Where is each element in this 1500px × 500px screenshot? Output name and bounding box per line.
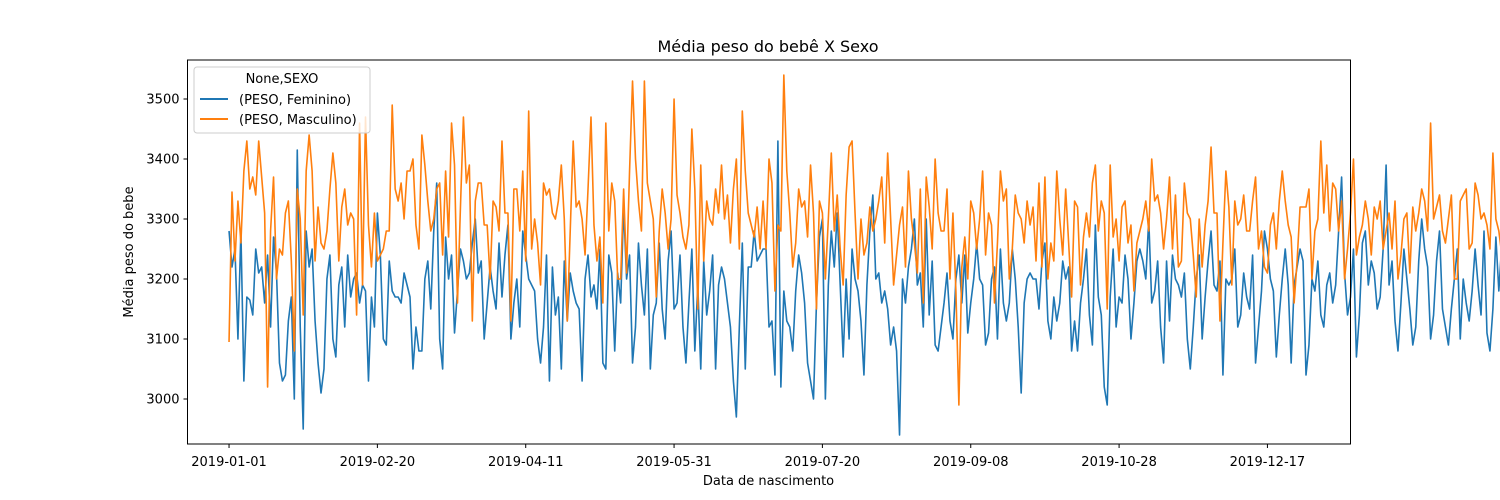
y-axis-label: Média peso do bebe bbox=[122, 186, 137, 317]
plot-frame bbox=[187, 59, 1351, 445]
legend: None,SEXO (PESO, Feminino) (PESO, Mascul… bbox=[193, 66, 371, 134]
y-tick-label: 3500 bbox=[146, 93, 179, 108]
series-line-feminino bbox=[228, 140, 1500, 436]
y-axis: 3000 3100 3200 3300 3400 3500 bbox=[146, 93, 188, 408]
y-tick-label: 3200 bbox=[146, 273, 179, 288]
x-tick-label: 2019-12-17 bbox=[1230, 455, 1306, 470]
chart-title: Média peso do bebê X Sexo bbox=[658, 37, 879, 56]
x-axis: 2019-01-01 2019-02-20 2019-04-11 2019-05-31… bbox=[191, 444, 1305, 470]
series-layer bbox=[228, 74, 1500, 436]
legend-label-masculino: (PESO, Masculino) bbox=[239, 113, 357, 128]
legend-label-feminino: (PESO, Feminino) bbox=[239, 93, 351, 108]
y-tick-label: 3000 bbox=[146, 393, 179, 408]
x-tick-label: 2019-05-31 bbox=[636, 455, 712, 470]
x-tick-label: 2019-01-01 bbox=[191, 455, 267, 470]
y-tick-label: 3400 bbox=[146, 153, 179, 168]
x-tick-label: 2019-10-28 bbox=[1081, 455, 1157, 470]
series-line-masculino bbox=[228, 74, 1500, 406]
legend-box bbox=[193, 66, 371, 134]
legend-title: None,SEXO bbox=[246, 72, 319, 87]
x-axis-label: Data de nascimento bbox=[703, 474, 834, 489]
x-tick-label: 2019-04-11 bbox=[488, 455, 564, 470]
y-tick-label: 3300 bbox=[146, 213, 179, 228]
y-tick-label: 3100 bbox=[146, 333, 179, 348]
plot-area bbox=[187, 59, 1500, 445]
x-tick-label: 2019-02-20 bbox=[340, 455, 416, 470]
x-tick-label: 2019-09-08 bbox=[933, 455, 1009, 470]
x-tick-label: 2019-07-20 bbox=[785, 455, 861, 470]
